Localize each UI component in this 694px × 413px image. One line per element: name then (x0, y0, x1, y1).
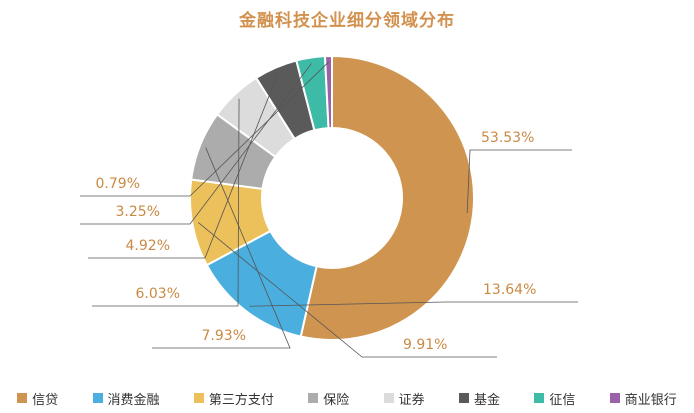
pie-slice (323, 54, 333, 130)
data-label: 7.93% (202, 328, 246, 344)
legend-label: 证券 (398, 392, 425, 408)
legend-item: 消费金融 (92, 389, 160, 408)
leader-line (80, 61, 329, 197)
legend-item: 证券 (383, 389, 425, 408)
pie-slice (299, 54, 475, 341)
data-label: 0.79% (96, 176, 140, 192)
legend-item: 商业银行 (609, 389, 677, 408)
chart-title: 金融科技企业细分领域分布 (239, 11, 455, 31)
data-label: 3.25% (116, 204, 160, 220)
chart-legend: 信贷 消费金融 第三方支付 保险 证券 基金 征信 商业银行 (0, 388, 694, 408)
legend-label: 基金 (474, 392, 501, 408)
data-label: 13.64% (483, 282, 536, 298)
legend-swatch (17, 393, 28, 403)
legend-swatch (92, 393, 103, 403)
data-label: 53.53% (481, 130, 534, 146)
legend-swatch (534, 393, 545, 403)
legend-swatch (609, 393, 620, 403)
leader-line (197, 222, 497, 358)
data-label: 4.92% (126, 238, 170, 254)
legend-item: 基金 (459, 389, 500, 408)
legend-label: 第三方支付 (208, 392, 274, 408)
leader-line (92, 98, 240, 307)
legend-item: 征信 (534, 389, 575, 408)
legend-swatch (308, 393, 319, 403)
legend-item: 信贷 (17, 389, 58, 408)
leader-line (466, 149, 572, 214)
legend-label: 信贷 (32, 392, 59, 408)
leader-line (80, 63, 312, 225)
data-label: 9.91% (403, 337, 447, 353)
leader-line (152, 147, 291, 349)
legend-swatch (193, 393, 204, 403)
legend-label: 消费金融 (107, 392, 160, 408)
legend-swatch (383, 393, 394, 403)
legend-item: 第三方支付 (193, 389, 274, 408)
data-label: 6.03% (136, 286, 180, 302)
legend-label: 商业银行 (624, 392, 677, 408)
legend-label: 征信 (549, 392, 576, 408)
legend-swatch (459, 393, 470, 403)
legend-label: 保险 (323, 392, 350, 408)
leader-line (249, 301, 578, 307)
legend-item: 保险 (308, 389, 349, 408)
